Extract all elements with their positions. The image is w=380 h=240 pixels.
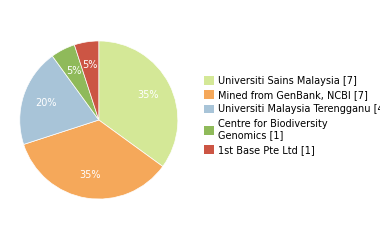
Wedge shape xyxy=(24,120,163,199)
Text: 35%: 35% xyxy=(137,90,159,100)
Wedge shape xyxy=(20,56,99,144)
Wedge shape xyxy=(52,45,99,120)
Text: 5%: 5% xyxy=(66,66,81,76)
Legend: Universiti Sains Malaysia [7], Mined from GenBank, NCBI [7], Universiti Malaysia: Universiti Sains Malaysia [7], Mined fro… xyxy=(203,74,380,157)
Text: 35%: 35% xyxy=(79,170,101,180)
Text: 20%: 20% xyxy=(35,98,57,108)
Wedge shape xyxy=(99,41,178,167)
Wedge shape xyxy=(74,41,99,120)
Text: 5%: 5% xyxy=(82,60,98,70)
